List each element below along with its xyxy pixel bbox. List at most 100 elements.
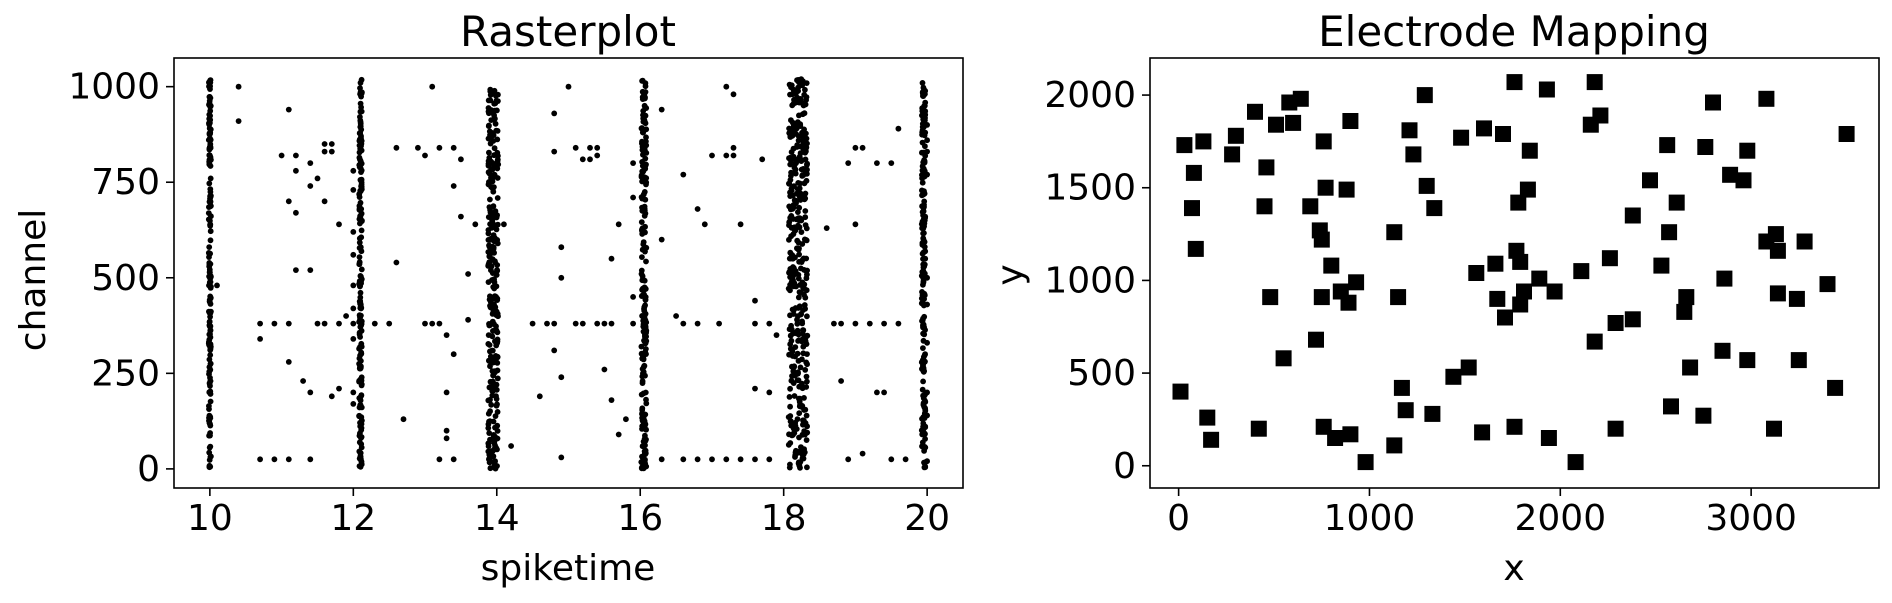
spike-point bbox=[801, 449, 808, 456]
spike-point bbox=[356, 194, 363, 201]
spike-point bbox=[486, 321, 492, 327]
spike-point bbox=[488, 175, 494, 182]
spike-point bbox=[639, 178, 645, 185]
spike-point bbox=[443, 332, 450, 338]
spike-point bbox=[356, 331, 363, 338]
spike-point bbox=[798, 265, 804, 272]
spike-point bbox=[641, 464, 647, 471]
spike-point bbox=[357, 402, 364, 408]
spike-point bbox=[358, 322, 364, 329]
spike-point bbox=[794, 245, 800, 252]
spike-point bbox=[800, 140, 807, 147]
spike-point bbox=[207, 163, 214, 169]
spike-point bbox=[921, 230, 927, 237]
spike-point bbox=[800, 421, 806, 428]
spike-point bbox=[490, 328, 496, 334]
spike-point bbox=[271, 456, 278, 463]
spike-point bbox=[486, 204, 493, 211]
spike-point bbox=[328, 141, 335, 147]
spike-point bbox=[350, 282, 357, 289]
spike-point bbox=[640, 292, 646, 298]
spike-point bbox=[920, 281, 926, 288]
electrode-marker bbox=[1735, 172, 1752, 189]
electrode-marker bbox=[1790, 352, 1807, 369]
spike-point bbox=[207, 120, 213, 126]
electrode-marker bbox=[1668, 194, 1685, 211]
spike-point bbox=[358, 266, 365, 273]
spike-point bbox=[492, 259, 498, 266]
electrode-marker bbox=[1682, 359, 1699, 376]
spike-point bbox=[804, 378, 810, 385]
spike-point bbox=[492, 353, 499, 359]
electrode-marker bbox=[1767, 226, 1784, 243]
electrode-marker bbox=[1250, 420, 1267, 437]
spike-point bbox=[643, 258, 649, 265]
electrode-marker bbox=[1567, 454, 1584, 471]
electrode-marker bbox=[1489, 290, 1506, 307]
spike-point bbox=[436, 456, 443, 463]
spike-point bbox=[920, 225, 927, 232]
spike-point bbox=[357, 365, 364, 372]
spike-point bbox=[802, 367, 809, 373]
spike-point bbox=[638, 219, 645, 226]
spike-point bbox=[206, 406, 212, 412]
spike-point bbox=[786, 130, 793, 137]
electrode-marker bbox=[1769, 242, 1786, 259]
spike-point bbox=[493, 342, 500, 349]
electrode-marker bbox=[1788, 290, 1805, 307]
electrode-marker bbox=[1418, 177, 1435, 194]
spike-point bbox=[795, 120, 801, 127]
electrode-marker bbox=[1386, 224, 1403, 241]
spike-point bbox=[795, 377, 802, 384]
electrode-marker bbox=[1827, 379, 1844, 396]
spike-point bbox=[797, 180, 803, 187]
electrode-marker bbox=[1521, 142, 1538, 159]
spike-point bbox=[787, 440, 794, 446]
spike-point bbox=[356, 345, 362, 352]
spike-point bbox=[803, 412, 810, 419]
spike-point bbox=[791, 197, 798, 204]
spike-point bbox=[730, 144, 737, 151]
spike-point bbox=[487, 92, 494, 98]
spike-point bbox=[207, 194, 214, 201]
spike-point bbox=[487, 140, 494, 147]
rasterplot-ylabel: channel bbox=[13, 209, 54, 351]
spike-point bbox=[920, 208, 927, 215]
electrode-marker bbox=[1313, 289, 1330, 306]
spike-point bbox=[486, 122, 492, 129]
electrode-marker bbox=[1172, 383, 1189, 400]
electrode-marker bbox=[1573, 263, 1590, 280]
spike-point bbox=[450, 351, 457, 358]
spike-point bbox=[336, 320, 342, 327]
spike-point bbox=[356, 154, 363, 161]
electrode-mapping-ylabel: y bbox=[990, 264, 1031, 285]
spike-point bbox=[792, 170, 799, 177]
rasterplot-title: Rasterplot bbox=[460, 7, 676, 56]
spike-point bbox=[492, 424, 498, 431]
spike-point bbox=[802, 214, 809, 221]
spike-point bbox=[206, 131, 213, 138]
spike-point bbox=[491, 145, 498, 152]
spike-point bbox=[804, 313, 810, 320]
spike-point bbox=[788, 169, 794, 176]
spike-point bbox=[207, 83, 214, 90]
electrode-marker bbox=[1453, 129, 1470, 146]
spike-point bbox=[206, 368, 213, 375]
spike-point bbox=[680, 456, 687, 463]
spike-point bbox=[921, 188, 927, 195]
spike-point bbox=[358, 227, 365, 234]
spike-point bbox=[206, 204, 212, 211]
spike-point bbox=[796, 112, 802, 119]
x-tick-label: 2000 bbox=[1514, 498, 1606, 539]
spike-point bbox=[639, 94, 646, 100]
spike-point bbox=[639, 423, 646, 429]
spike-point bbox=[207, 413, 214, 420]
spike-point bbox=[658, 236, 665, 243]
spike-point bbox=[356, 239, 363, 246]
spike-point bbox=[321, 198, 328, 205]
spike-point bbox=[795, 77, 802, 84]
electrode-marker bbox=[1474, 424, 1491, 441]
spike-point bbox=[799, 82, 806, 89]
spike-point bbox=[356, 261, 363, 267]
spike-point bbox=[638, 125, 645, 132]
